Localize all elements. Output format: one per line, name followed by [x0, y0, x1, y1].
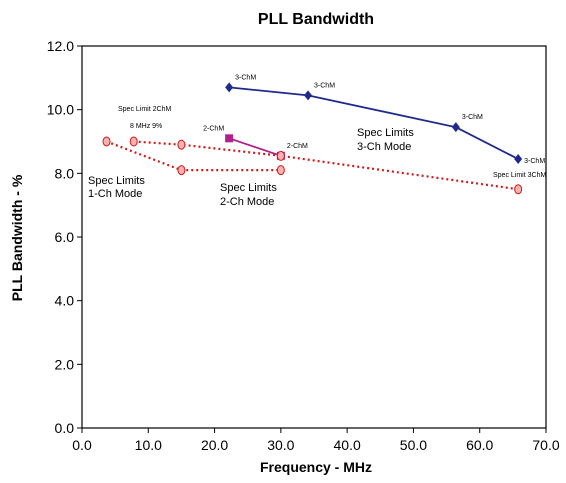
mhz-note-label: 8 MHz 9% [130, 123, 162, 130]
x-tick-label: 10.0 [135, 437, 162, 453]
series-line-spec2 [133, 140, 519, 191]
data-point-spec2 [177, 139, 186, 150]
data-point-ch2 [225, 134, 234, 143]
x-tick-label: 40.0 [334, 437, 361, 453]
spec-1ch-annotation-line1: Spec Limits [88, 175, 145, 187]
chart-title: PLL Bandwidth [258, 11, 374, 28]
spec-limit-2chm-label: Spec Limit 2ChM [118, 106, 171, 113]
spec-limit-3chm-label: Spec Limit 3ChM [493, 172, 546, 179]
x-tick-label: 50.0 [400, 437, 427, 453]
y-tick-label: 12.0 [47, 38, 74, 54]
data-point-spec2 [514, 184, 523, 195]
y-tick-label: 0.0 [55, 420, 75, 436]
data-point-spec2 [129, 136, 138, 147]
point-label-ch2: 2-ChM [287, 143, 308, 150]
y-tick-label: 2.0 [55, 356, 75, 372]
plot-area [81, 45, 547, 429]
y-axis: 0.0 2.0 4.0 6.0 8.0 10.0 12.0 [47, 38, 82, 436]
spec-2ch-annotation-line2: 2-Ch Mode [220, 196, 274, 208]
spec-3ch-annotation-line1: Spec Limits [357, 127, 414, 139]
point-label-ch2: 2-ChM [203, 125, 224, 132]
spec-1ch-annotation-line2: 1-Ch Mode [88, 188, 142, 200]
x-axis-title: Frequency - MHz [260, 459, 372, 475]
y-tick-label: 10.0 [47, 102, 74, 118]
y-tick-label: 6.0 [55, 229, 75, 245]
y-tick-label: 4.0 [55, 293, 75, 309]
spec-2ch-annotation-line1: Spec Limits [220, 182, 277, 194]
point-label-ch3: 3-ChM [524, 158, 545, 165]
x-tick-label: 60.0 [466, 437, 493, 453]
series-layer: 3-ChM 3-ChM 3-ChM 3-ChM 2-ChM 2-ChM [102, 74, 545, 195]
x-axis: 0.0 10.0 20.0 30.0 40.0 50.0 60.0 70.0 [72, 428, 560, 453]
point-label-ch3: 3-ChM [235, 74, 256, 81]
data-point-ch3 [304, 90, 313, 101]
x-tick-label: 0.0 [72, 437, 92, 453]
data-point-ch3 [225, 82, 234, 93]
data-point-spec2 [276, 150, 285, 161]
x-tick-label: 70.0 [532, 437, 559, 453]
data-point-spec1 [276, 165, 285, 176]
point-label-ch3: 3-ChM [462, 114, 483, 121]
data-point-ch3 [451, 122, 460, 133]
data-point-spec1 [177, 165, 186, 176]
data-point-ch3 [514, 154, 523, 165]
x-tick-label: 30.0 [267, 437, 294, 453]
x-tick-label: 20.0 [201, 437, 228, 453]
series-line-ch3 [229, 86, 519, 160]
point-label-ch3: 3-ChM [314, 82, 335, 89]
series-line-ch2 [228, 137, 282, 157]
spec-3ch-annotation-line2: 3-Ch Mode [357, 141, 411, 153]
y-axis-title: PLL Bandwidth - % [9, 174, 25, 301]
data-point-spec1 [102, 136, 111, 147]
y-tick-label: 8.0 [55, 165, 75, 181]
